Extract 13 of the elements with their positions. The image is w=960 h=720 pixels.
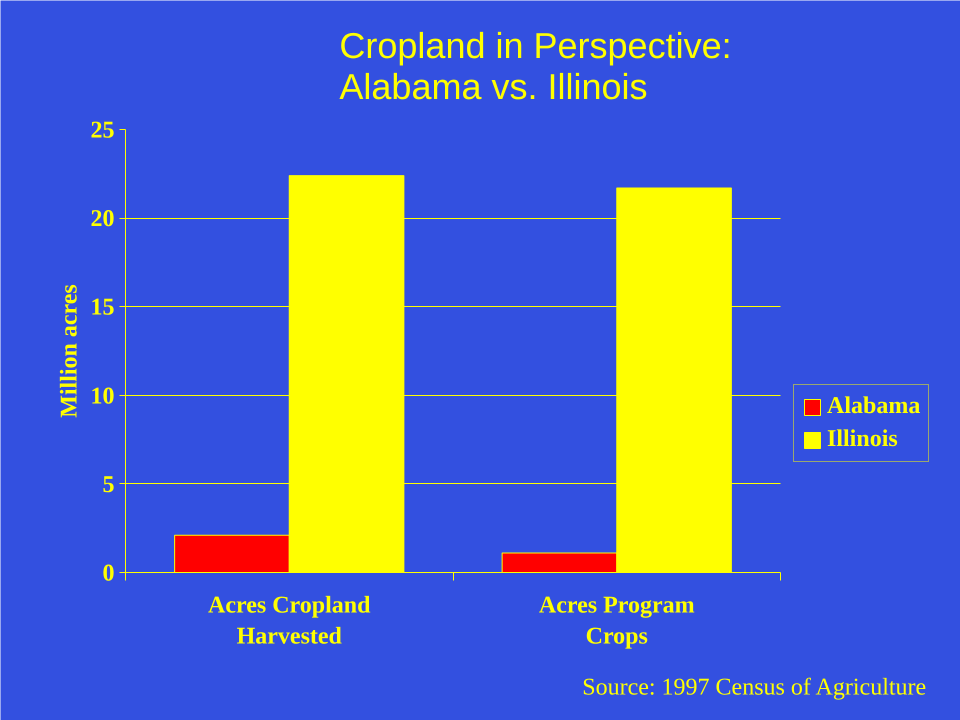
y-tick-label: 10 bbox=[90, 383, 114, 410]
y-tick-label: 20 bbox=[90, 206, 114, 232]
y-tick-label: 15 bbox=[90, 294, 114, 321]
legend-label: Alabama bbox=[827, 393, 920, 420]
chart-title: Cropland in Perspective: Alabama vs. Illinois bbox=[339, 25, 732, 107]
y-axis-title: Million acres bbox=[56, 284, 82, 418]
legend-label: Illinois bbox=[827, 426, 898, 453]
x-tick-label: Acres Cropland Harvested bbox=[208, 592, 372, 650]
x-tick-label: Acres Program Crops bbox=[538, 592, 695, 650]
source-note: Source: 1997 Census of Agriculture bbox=[582, 674, 926, 700]
y-tick-label: 5 bbox=[102, 472, 114, 498]
y-tick-label: 25 bbox=[90, 118, 114, 144]
y-tick-label: 0 bbox=[102, 560, 114, 586]
